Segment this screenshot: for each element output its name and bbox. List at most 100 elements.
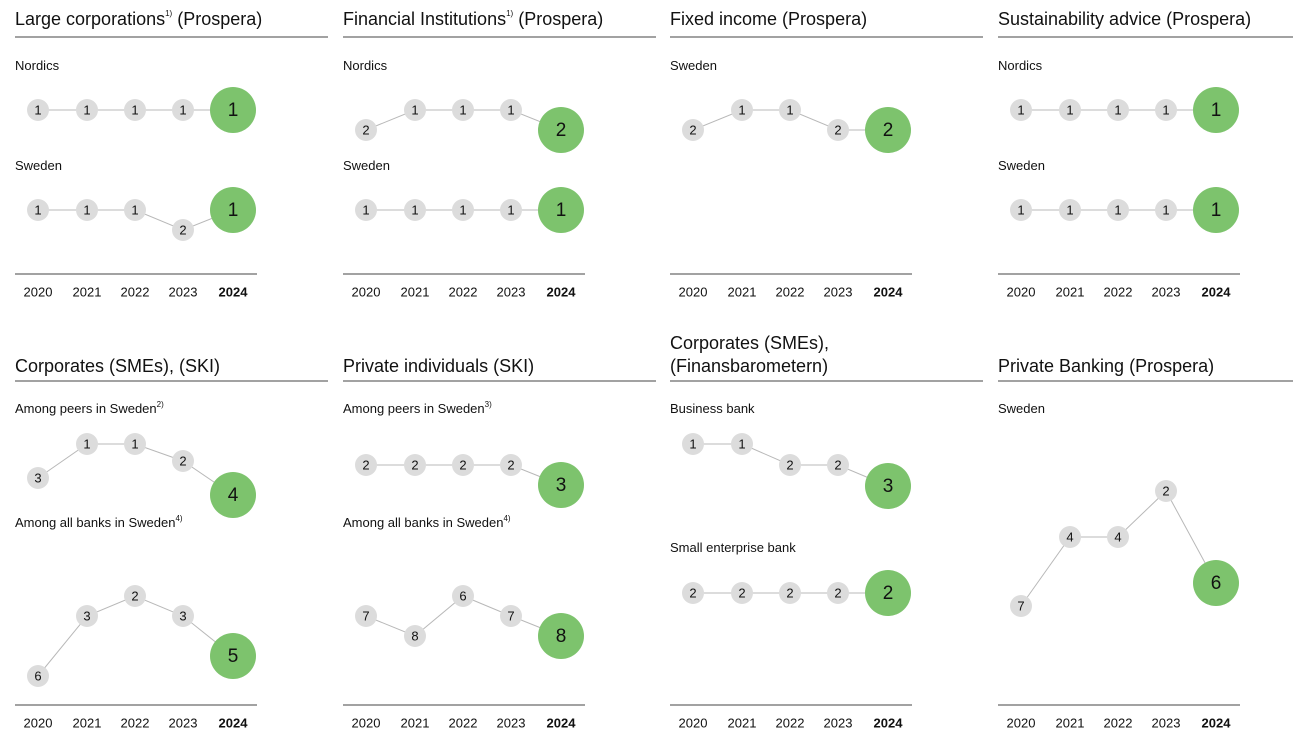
panel-title: Financial Institutions1) (Prospera) [343,9,603,29]
x-tick-label: 2024 [1202,284,1232,299]
highlight-point [538,187,584,233]
rank-point [172,219,194,241]
series-label: Among peers in Sweden3) [343,400,492,416]
rank-label: 3 [34,470,41,485]
rank-point [827,119,849,141]
rank-point [1107,199,1129,221]
rank-label: 6 [34,668,41,683]
rank-point [355,199,377,221]
rank-point [76,433,98,455]
x-tick-label: 2023 [169,715,198,730]
rank-point [172,450,194,472]
x-tick-label: 2024 [547,715,577,730]
highlight-point [210,633,256,679]
rank-point [1155,199,1177,221]
title-text: Corporates (SMEs), [15,356,174,376]
series-label: Among all banks in Sweden4) [343,514,511,530]
rank-point [355,605,377,627]
rank-label: 2 [786,457,793,472]
rank-label: 1 [459,202,466,217]
rank-point [124,199,146,221]
rank-label: 2 [786,585,793,600]
series-name: Among peers in Sweden [343,401,485,416]
series-name: Sweden [998,401,1045,416]
x-tick-label: 2020 [24,715,53,730]
rank-point [682,433,704,455]
rank-label: 1 [1211,200,1222,221]
series-footnote: 4) [503,514,510,523]
rank-point [452,454,474,476]
rank-point [500,99,522,121]
rank-point [682,119,704,141]
rank-point [452,199,474,221]
rank-point [27,665,49,687]
rank-label: 8 [411,628,418,643]
x-tick-label: 2024 [219,715,249,730]
series-label: Sweden [998,158,1045,173]
series-name: Sweden [670,58,717,73]
rank-point [779,582,801,604]
x-tick-label: 2022 [1104,715,1133,730]
highlight-point [1193,87,1239,133]
highlight-point [1193,187,1239,233]
rank-point [1059,199,1081,221]
series-name: Sweden [15,158,62,173]
rank-label: 1 [1114,202,1121,217]
highlight-point [210,87,256,133]
x-tick-label: 2020 [352,284,381,299]
series-label: Sweden [670,58,717,73]
rank-point [76,199,98,221]
highlight-point [865,570,911,616]
rank-label: 2 [883,120,894,141]
x-tick-label: 2022 [449,715,478,730]
rank-point [1010,595,1032,617]
x-tick-label: 2023 [824,715,853,730]
panel-title: Private individuals (SKI) [343,356,534,376]
rank-point [27,199,49,221]
rank-point [779,99,801,121]
panel-title: Large corporations1) (Prospera) [15,9,262,29]
x-tick-label: 2023 [1152,715,1181,730]
rank-label: 1 [786,102,793,117]
title-text: Fixed income [670,9,777,29]
panel-title: Private Banking (Prospera) [998,356,1214,376]
series-label: Among peers in Sweden2) [15,400,164,416]
rank-line [37,595,234,677]
series-label: Among all banks in Sweden4) [15,514,183,530]
rank-label: 2 [507,457,514,472]
panel-title: Fixed income (Prospera) [670,9,867,29]
x-tick-label: 2022 [1104,284,1133,299]
panel-title: Corporates (SMEs), (SKI) [15,356,220,376]
rank-point [500,605,522,627]
x-tick-label: 2023 [169,284,198,299]
x-tick-label: 2022 [449,284,478,299]
rank-point [404,199,426,221]
rank-point [731,582,753,604]
series-name: Among all banks in Sweden [343,515,503,530]
series-label: Small enterprise bank [670,540,796,555]
series-name: Nordics [998,58,1043,73]
x-tick-label: 2021 [401,715,430,730]
highlight-point [210,472,256,518]
rank-label: 1 [1017,202,1024,217]
rank-point [1155,480,1177,502]
rank-label: 2 [689,122,696,137]
rank-label: 1 [738,436,745,451]
rank-label: 1 [556,200,567,221]
x-tick-label: 2024 [547,284,577,299]
rank-label: 1 [83,102,90,117]
rank-label: 2 [689,585,696,600]
rank-point [172,605,194,627]
rank-point [1059,99,1081,121]
title-footnote: 1) [506,9,513,18]
x-tick-label: 2023 [497,715,526,730]
panel-title: Corporates (SMEs), [670,333,829,353]
rank-label: 1 [228,100,239,121]
rank-point [452,99,474,121]
rank-label: 4 [1114,529,1121,544]
rank-label: 7 [507,608,514,623]
rank-point [355,454,377,476]
x-tick-label: 2024 [874,715,904,730]
rank-point [404,99,426,121]
